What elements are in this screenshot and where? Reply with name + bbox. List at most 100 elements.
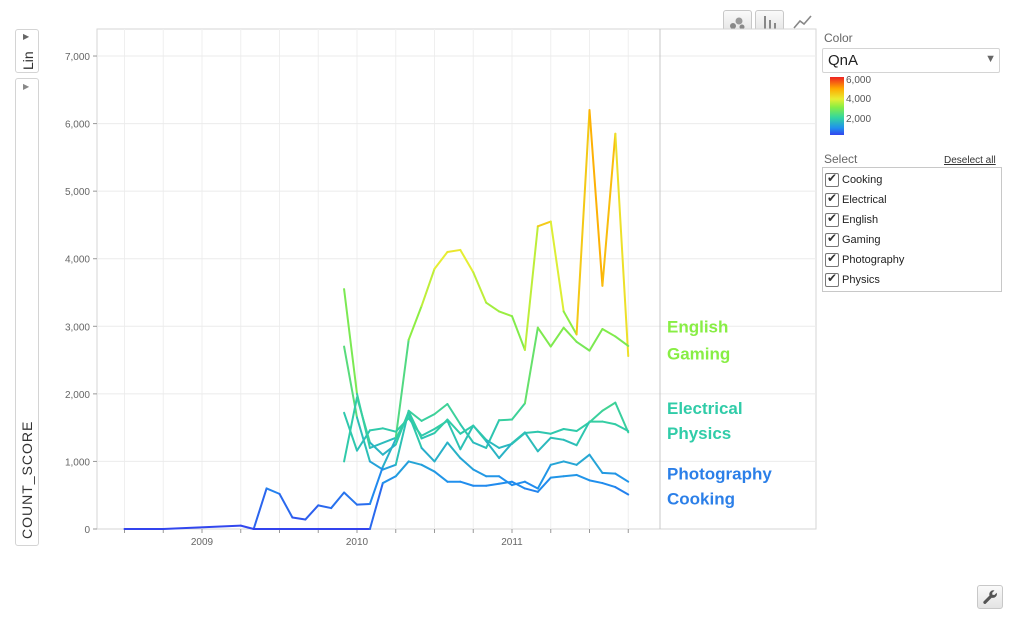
select-item-electrical[interactable]: Electrical <box>825 191 995 209</box>
series-segment <box>472 424 488 443</box>
series-segment <box>446 419 462 451</box>
series-segment <box>433 441 449 463</box>
color-dropdown[interactable]: QnA ▼ <box>822 48 1000 73</box>
gradient-tick-4000: 4,000 <box>846 94 872 105</box>
series-segment <box>536 463 552 490</box>
series-segment <box>446 248 462 253</box>
y-axis-metric-selector[interactable]: ▶ COUNT_SCORE <box>15 78 39 546</box>
series-segment <box>549 475 565 479</box>
checkbox[interactable] <box>825 191 839 207</box>
scale-toggle-button[interactable]: ▶ Lin <box>15 29 39 73</box>
color-gradient-legend <box>830 77 844 135</box>
series-segment <box>459 424 475 451</box>
y-tick-label: 6,000 <box>65 120 90 131</box>
series-segment <box>614 132 630 358</box>
series-cooking[interactable] <box>123 460 630 530</box>
series-photography[interactable] <box>252 413 630 530</box>
series-segment <box>511 431 526 445</box>
line-chart: 0 1,000 2,000 3,000 4,000 5,000 6,000 7,000 200… <box>65 28 817 548</box>
chevron-down-icon: ▼ <box>985 53 996 65</box>
series-segment <box>446 403 462 426</box>
series-segment <box>523 326 539 405</box>
series-segment <box>575 340 591 352</box>
series-segment <box>588 109 604 287</box>
end-label-physics: Physics <box>667 424 731 443</box>
series-segment <box>575 453 591 466</box>
series-segment <box>407 460 423 466</box>
settings-button[interactable] <box>977 585 1003 609</box>
series-segment <box>614 423 630 433</box>
x-tick-label: 2011 <box>501 537 523 548</box>
checkbox[interactable] <box>825 271 839 287</box>
select-item-cooking[interactable]: Cooking <box>825 171 995 189</box>
select-item-photography[interactable]: Photography <box>825 251 995 269</box>
series-segment <box>459 248 475 274</box>
series-segment <box>420 446 436 463</box>
y-axis-ticks: 0 1,000 2,000 3,000 4,000 5,000 6,000 7,000 <box>65 52 97 536</box>
select-item-english[interactable]: English <box>825 211 995 229</box>
series-segment <box>252 487 268 530</box>
y-tick-label: 2,000 <box>65 390 90 401</box>
series-segment <box>356 396 371 444</box>
series-segment <box>368 460 384 471</box>
x-tick-label: 2009 <box>191 537 214 548</box>
series-segment <box>511 402 526 421</box>
series-segment <box>498 418 513 422</box>
series-segment <box>498 475 513 487</box>
y-tick-label: 3,000 <box>65 322 90 333</box>
series-segment <box>381 438 397 468</box>
series-segment <box>549 436 565 441</box>
checkbox[interactable] <box>825 251 839 267</box>
deselect-all-link[interactable]: Deselect all <box>944 155 996 166</box>
series-segment <box>433 418 449 435</box>
series-segment <box>601 401 617 412</box>
select-item-gaming[interactable]: Gaming <box>825 231 995 249</box>
series-segment <box>485 482 501 487</box>
series-segment <box>549 220 565 313</box>
series-segment <box>420 267 436 308</box>
series-segment <box>614 486 630 496</box>
checkbox[interactable] <box>825 171 839 187</box>
series-segment <box>575 420 591 447</box>
series-segment <box>446 441 462 460</box>
series-segment <box>239 524 255 530</box>
series-segment <box>523 480 539 490</box>
bubble-chart-icon <box>730 17 745 30</box>
series-segment <box>511 315 526 351</box>
series-segment <box>265 487 281 495</box>
series-segment <box>523 430 539 435</box>
select-label: Select <box>824 152 858 166</box>
bar-chart-icon <box>764 16 776 30</box>
series-segment <box>601 482 617 489</box>
series-english[interactable] <box>343 109 630 449</box>
series-segment <box>420 432 436 440</box>
series-segment <box>498 442 513 460</box>
chevron-right-icon: ▶ <box>23 82 30 91</box>
series-segment <box>562 473 578 478</box>
series-segment <box>459 457 475 471</box>
series-segment <box>162 524 242 530</box>
series-segment <box>394 460 410 478</box>
series-segment <box>588 328 604 352</box>
series-segment <box>472 468 488 478</box>
end-label-photography: Photography <box>667 465 772 484</box>
series-segment <box>575 109 591 336</box>
series-segment <box>601 328 617 338</box>
series-gaming[interactable] <box>343 326 630 471</box>
series-segment <box>601 132 617 287</box>
series-segment <box>459 424 475 435</box>
y-tick-label: 7,000 <box>65 52 90 63</box>
series-segment <box>433 250 449 270</box>
series-segment <box>601 420 617 426</box>
series-segment <box>523 225 539 351</box>
series-segment <box>356 503 371 506</box>
select-item-physics[interactable]: Physics <box>825 271 995 289</box>
plot-area <box>96 28 817 530</box>
y-tick-label: 5,000 <box>65 187 90 198</box>
series-segment <box>523 431 539 453</box>
series-segment <box>394 413 410 441</box>
checkbox[interactable] <box>825 231 839 247</box>
series-segment <box>304 504 320 521</box>
series-segment <box>472 271 488 304</box>
checkbox[interactable] <box>825 211 839 227</box>
